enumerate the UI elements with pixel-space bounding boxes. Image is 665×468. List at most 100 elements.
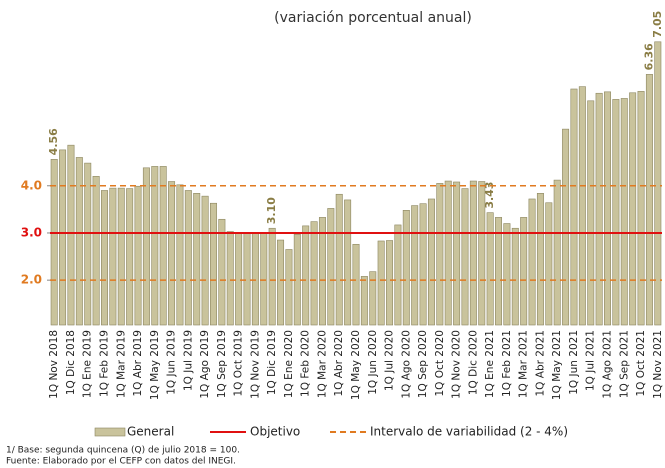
bar	[109, 187, 117, 326]
x-tick-label: 1Q Jul 2020	[384, 330, 396, 391]
bar	[218, 218, 226, 326]
bar	[159, 166, 167, 326]
x-tick-label: 1Q Mar 2019	[115, 330, 127, 398]
bar	[84, 162, 92, 326]
x-tick-label: 1Q Ago 2021	[602, 330, 614, 399]
footnote: 1/ Base: segunda quincena (Q) de julio 2…	[6, 446, 240, 456]
legend-label: Intervalo de variabilidad (2 - 4%)	[370, 425, 568, 439]
bar	[511, 227, 519, 326]
bar	[226, 231, 234, 326]
bar	[629, 92, 637, 326]
x-tick-label: 1Q Dic 2020	[467, 330, 479, 395]
bar	[444, 180, 452, 326]
bar	[486, 212, 494, 326]
bar	[595, 92, 603, 326]
y-tick-label: 4.0	[21, 178, 42, 192]
bar	[318, 217, 326, 326]
bar	[461, 188, 469, 326]
bar	[75, 157, 83, 326]
x-tick-label: 1Q Mar 2020	[316, 330, 328, 398]
bar	[67, 144, 75, 326]
bar	[184, 190, 192, 326]
bar	[469, 180, 477, 326]
x-tick-label: 1Q Dic 2018	[65, 330, 77, 395]
legend-label: General	[127, 425, 174, 439]
bar	[536, 193, 544, 326]
bar	[612, 99, 620, 326]
x-tick-label: 1Q Jul 2019	[182, 330, 194, 391]
bar	[411, 205, 419, 326]
x-tick-label: 1Q Ago 2020	[400, 330, 412, 399]
x-tick-label: 1Q Jun 2020	[367, 330, 379, 395]
x-tick-label: 1Q May 2020	[350, 330, 362, 400]
bar	[386, 240, 394, 326]
legend-swatch	[94, 427, 126, 437]
x-tick-label: 1Q Mar 2021	[518, 330, 530, 398]
bar	[101, 190, 108, 326]
bar	[394, 224, 402, 326]
x-tick-label: 1Q May 2019	[149, 330, 161, 400]
x-tick-label: 1Q Nov 2021	[652, 330, 664, 399]
bar	[235, 233, 243, 326]
bar	[369, 271, 377, 326]
legend-label: Objetivo	[250, 425, 300, 439]
x-tick-label: 1Q Nov 2018	[48, 330, 60, 399]
bar	[495, 217, 503, 326]
bar	[377, 240, 385, 326]
bar	[352, 243, 360, 326]
bar	[168, 181, 176, 326]
bar	[327, 208, 335, 326]
bar	[645, 74, 653, 326]
x-tick-label: 1Q Jul 2021	[585, 330, 597, 391]
bar	[117, 187, 125, 326]
x-tick-label: 1Q Feb 2019	[98, 330, 110, 397]
bar	[478, 181, 486, 326]
bar	[545, 202, 553, 326]
bar	[193, 193, 201, 326]
x-tick-label: 1Q Jun 2019	[166, 330, 178, 395]
bar	[142, 167, 150, 326]
data-label: 4.56	[47, 128, 60, 155]
footnote: Fuente: Elaborado por el CEFP con datos …	[6, 457, 236, 467]
x-tick-label: 1Q Dic 2019	[266, 330, 278, 395]
bar	[260, 232, 268, 326]
bar	[654, 41, 662, 326]
bar	[126, 188, 134, 326]
x-tick-label: 1Q Jun 2021	[568, 330, 580, 395]
x-tick-label: 1Q Feb 2021	[501, 330, 513, 397]
bar	[528, 198, 536, 326]
bar	[570, 88, 578, 326]
bar	[637, 91, 645, 326]
x-tick-label: 1Q Nov 2020	[451, 330, 463, 399]
bar	[427, 198, 435, 326]
x-tick-label: 1Q Nov 2019	[249, 330, 261, 399]
bar	[134, 185, 142, 326]
x-tick-label: 1Q Oct 2019	[233, 330, 245, 397]
bar	[335, 193, 343, 326]
bar	[436, 183, 444, 326]
bar	[302, 225, 310, 326]
y-tick-label: 3.0	[21, 225, 42, 239]
bar	[209, 202, 217, 326]
bar	[285, 249, 293, 326]
data-label: 7.05	[651, 11, 664, 38]
bar	[59, 149, 67, 326]
chart-subtitle: (variación porcentual anual)	[274, 10, 472, 26]
x-tick-label: 1Q Ene 2019	[82, 330, 94, 398]
x-tick-label: 1Q Abr 2021	[534, 330, 546, 397]
x-tick-label: 1Q Ago 2019	[199, 330, 211, 399]
bar	[151, 166, 159, 326]
bar	[587, 100, 595, 326]
data-label: 3.10	[265, 197, 278, 224]
x-tick-label: 1Q Oct 2021	[635, 330, 647, 397]
bar	[620, 98, 628, 326]
bar	[604, 91, 611, 326]
bar	[562, 128, 570, 326]
x-tick-label: 1Q Sep 2021	[618, 330, 630, 398]
bar	[402, 210, 410, 326]
bar	[176, 184, 184, 326]
y-tick-label: 2.0	[21, 273, 42, 287]
x-tick-label: 1Q Feb 2020	[300, 330, 312, 397]
x-tick-label: 1Q Sep 2020	[417, 330, 429, 398]
